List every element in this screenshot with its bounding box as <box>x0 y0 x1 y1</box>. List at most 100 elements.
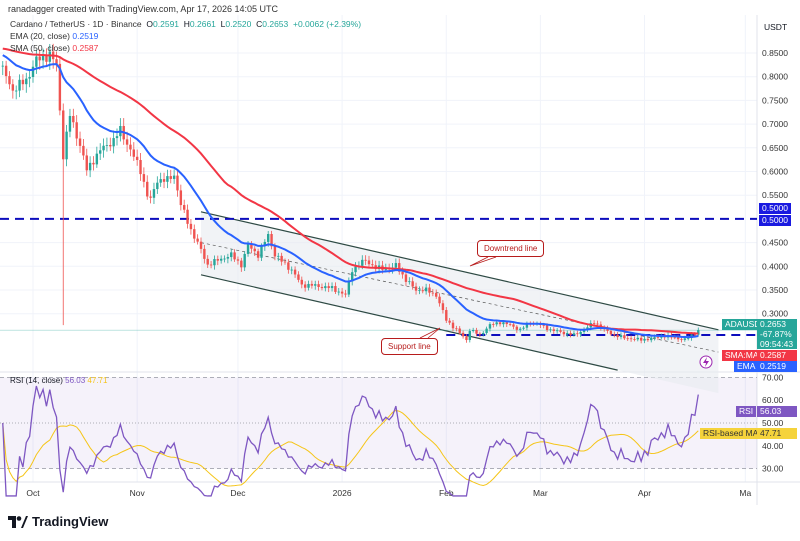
low-value: 0.2520 <box>225 19 252 29</box>
candle-body <box>411 281 414 287</box>
currency-label[interactable]: USDT <box>764 22 788 32</box>
candle-body <box>340 291 344 294</box>
lightning-icon-glyph <box>703 357 709 367</box>
candle-body <box>596 323 599 325</box>
candle-body <box>656 337 660 338</box>
candle-body <box>75 122 78 139</box>
candle-body <box>519 328 522 330</box>
candle-body <box>99 150 102 154</box>
rsi-ma-tag-value: 47.71 <box>757 428 797 439</box>
sma-legend-label[interactable]: SMA (50, close) <box>10 43 70 53</box>
rsi-legend-label[interactable]: RSI (14, close) <box>10 376 63 385</box>
candle-body <box>159 179 162 183</box>
candle-body <box>606 328 609 331</box>
time-tick-label: Ma <box>739 488 751 498</box>
candle-body <box>455 328 458 330</box>
rsi-tick-label: 30.00 <box>762 464 784 474</box>
candle-body <box>421 290 424 292</box>
rsi-legend-value: 56.03 <box>65 376 86 385</box>
candle-body <box>219 258 223 261</box>
open-label: O <box>146 19 154 29</box>
candle-body <box>502 322 505 325</box>
candle-body <box>398 263 401 272</box>
candle-body <box>28 77 31 79</box>
candle-body <box>639 337 643 341</box>
candle-body <box>408 281 411 283</box>
candle-body <box>320 286 324 289</box>
candle-body <box>115 136 119 139</box>
candle-body <box>280 255 283 262</box>
candle-body <box>139 160 142 175</box>
candle-body <box>11 84 15 91</box>
candle-body <box>230 252 233 258</box>
time-tick-label: Oct <box>26 488 40 498</box>
candle-body <box>428 287 431 293</box>
candle-body <box>626 338 629 340</box>
price-tick-label: 0.7000 <box>762 119 788 129</box>
candle-body <box>25 78 28 85</box>
candle-body <box>492 324 495 325</box>
downtrend-annotation[interactable]: Downtrend line <box>477 240 545 257</box>
candle-body <box>303 284 307 288</box>
candle-body <box>653 337 656 338</box>
candle-body <box>236 259 240 261</box>
candle-body <box>199 241 203 249</box>
candle-body <box>562 331 566 335</box>
tradingview-logo[interactable]: TradingView <box>8 514 108 529</box>
candle-body <box>310 283 314 286</box>
time-tick-label: Nov <box>130 488 146 498</box>
candle-body <box>552 329 555 331</box>
candle-body <box>263 241 267 247</box>
support-note-tail <box>419 327 441 339</box>
candle-body <box>660 336 663 338</box>
candle-body <box>351 272 354 282</box>
candle-body <box>132 149 135 157</box>
candle-body <box>676 337 680 340</box>
candle-body <box>193 229 196 239</box>
candle-body <box>209 264 213 266</box>
candle-body <box>478 333 482 335</box>
support-annotation[interactable]: Support line <box>381 338 438 355</box>
candle-body <box>45 55 48 62</box>
symbol-title[interactable]: Cardano / TetherUS · 1D · Binance <box>10 19 142 29</box>
ema-legend-label[interactable]: EMA (20, close) <box>10 31 70 41</box>
candle-body <box>623 335 626 339</box>
time-tick-label: Mar <box>533 488 548 498</box>
tradingview-logo-icon <box>8 515 28 528</box>
candle-body <box>431 292 435 294</box>
symbol-tag: ADAUSDT <box>722 319 769 330</box>
candle-body <box>142 174 146 182</box>
candle-body <box>287 262 290 270</box>
candle-body <box>109 144 112 147</box>
candle-body <box>613 334 616 336</box>
candle-body <box>189 223 193 230</box>
candle-body <box>62 110 65 160</box>
candle-body <box>68 115 72 132</box>
ema-legend-value: 0.2519 <box>72 31 99 41</box>
candle-body <box>240 260 243 268</box>
price-tick-label: 0.8500 <box>762 48 788 58</box>
candle-body <box>629 338 633 340</box>
resistance-price-tag-2: 0.5000 <box>759 215 791 226</box>
price-tick-label: 0.7500 <box>762 95 788 105</box>
candle-body <box>633 339 636 340</box>
candle-body <box>495 322 498 325</box>
candle-body <box>401 271 404 275</box>
candle-body <box>78 138 82 146</box>
candle-body <box>569 333 572 335</box>
candles <box>1 43 700 344</box>
candle-body <box>149 196 152 198</box>
price-tick-label: 0.4500 <box>762 238 788 248</box>
candle-body <box>451 322 455 329</box>
candle-body <box>314 284 317 286</box>
chart-legend: Cardano / TetherUS · 1D · Binance O0.259… <box>10 18 361 54</box>
rsi-legend: RSI (14, close) 56.03 47.71 <box>10 376 107 385</box>
candle-body <box>65 131 68 160</box>
candle-body <box>260 246 263 258</box>
candle-body <box>38 56 41 61</box>
open-value: 0.2591 <box>153 19 180 29</box>
price-tick-label: 0.6500 <box>762 143 788 153</box>
candle-body <box>270 234 273 247</box>
candle-body <box>475 330 478 334</box>
